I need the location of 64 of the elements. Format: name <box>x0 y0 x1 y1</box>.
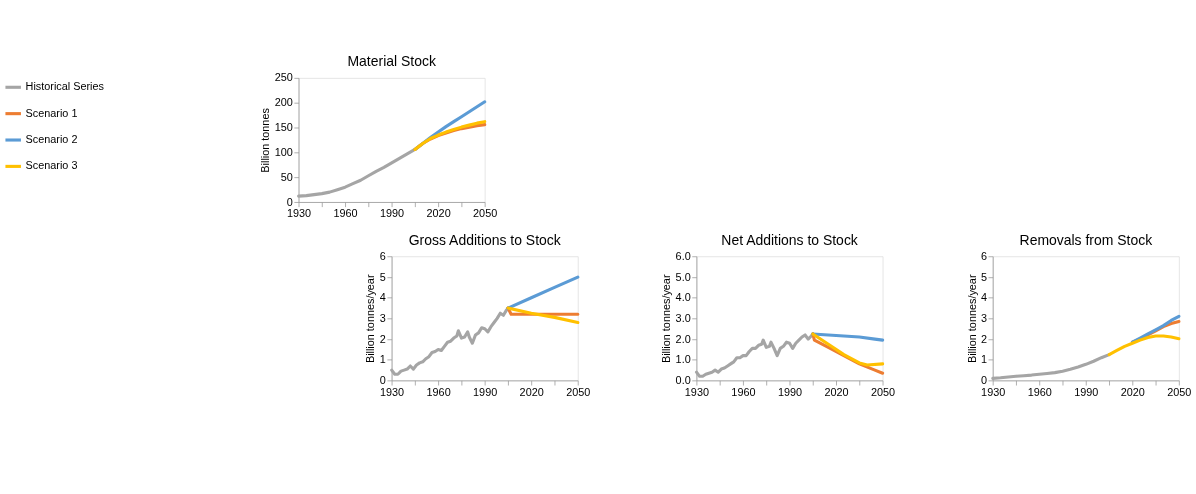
chart-title: Net Additions to Stock <box>721 231 858 248</box>
y-tick-label: 6 <box>980 249 987 262</box>
x-tick-label: 2020 <box>824 385 849 398</box>
y-tick-label: 6.0 <box>675 249 691 262</box>
y-tick-label: 2.0 <box>675 332 691 345</box>
y-tick-label: 4.0 <box>675 291 691 304</box>
y-tick-label: 200 <box>274 96 293 109</box>
line-series <box>811 332 885 367</box>
y-axis-title: Billion tonnes/year <box>660 274 673 364</box>
y-tick-label: 1 <box>379 353 386 366</box>
chart-title: Material Stock <box>347 53 436 70</box>
y-tick-label: 3.0 <box>675 311 691 324</box>
y-tick-label: 4 <box>379 291 386 304</box>
x-tick-label: 1930 <box>380 385 405 398</box>
x-tick-label: 2050 <box>870 385 896 398</box>
y-tick-label: 3 <box>980 311 987 324</box>
chart-title: Removals from Stock <box>1019 231 1153 248</box>
x-tick-label: 2050 <box>473 207 498 220</box>
x-tick-label: 2050 <box>566 385 591 398</box>
y-tick-label: 250 <box>274 71 293 84</box>
x-tick-label: 2020 <box>1120 385 1145 398</box>
y-tick-label: 4 <box>980 291 987 304</box>
y-tick-label: 50 <box>280 170 293 183</box>
y-tick-label: 2 <box>379 332 386 345</box>
x-tick-label: 1960 <box>1027 385 1052 398</box>
y-axis-title: Billion tonnes/year <box>364 274 377 364</box>
x-tick-label: 1930 <box>286 207 312 220</box>
line-series <box>811 332 885 342</box>
x-tick-label: 1930 <box>981 385 1006 398</box>
y-tick-label: 0.0 <box>675 373 691 386</box>
chart-title: Gross Additions to Stock <box>408 231 561 248</box>
y-tick-label: 0 <box>980 373 987 386</box>
x-tick-label: 1960 <box>731 385 756 398</box>
line-series <box>506 275 580 310</box>
y-tick-label: 0 <box>286 195 293 208</box>
y-tick-label: 1 <box>980 353 987 366</box>
y-tick-label: 100 <box>274 145 293 158</box>
line-series <box>1107 334 1181 357</box>
x-tick-label: 1930 <box>684 385 709 398</box>
y-tick-label: 5 <box>379 270 386 283</box>
x-tick-label: 1990 <box>1074 385 1099 398</box>
x-tick-label: 2050 <box>1167 385 1192 398</box>
x-tick-label: 1990 <box>777 385 803 398</box>
x-tick-label: 1960 <box>333 207 358 220</box>
y-tick-label: 2 <box>980 332 987 345</box>
x-tick-label: 1990 <box>380 207 405 220</box>
x-tick-label: 2020 <box>519 385 544 398</box>
y-tick-label: 150 <box>274 121 293 134</box>
legend-label: Scenario 2 <box>25 133 78 146</box>
x-tick-label: 1960 <box>426 385 451 398</box>
y-tick-label: 3 <box>379 311 386 324</box>
y-tick-label: 5.0 <box>675 270 691 283</box>
line-series <box>506 306 580 325</box>
y-tick-label: 0 <box>379 373 386 386</box>
x-tick-label: 2020 <box>426 207 451 220</box>
x-tick-label: 1990 <box>473 385 498 398</box>
legend-label: Scenario 1 <box>25 106 78 119</box>
y-axis-title: Billion tonnes <box>259 107 272 173</box>
y-tick-label: 1.0 <box>675 353 691 366</box>
legend-label: Historical Series <box>25 80 105 93</box>
y-tick-label: 6 <box>379 249 386 262</box>
y-axis-title: Billion tonnes/year <box>965 274 978 364</box>
y-tick-label: 5 <box>980 270 987 283</box>
legend-label: Scenario 3 <box>25 159 78 172</box>
